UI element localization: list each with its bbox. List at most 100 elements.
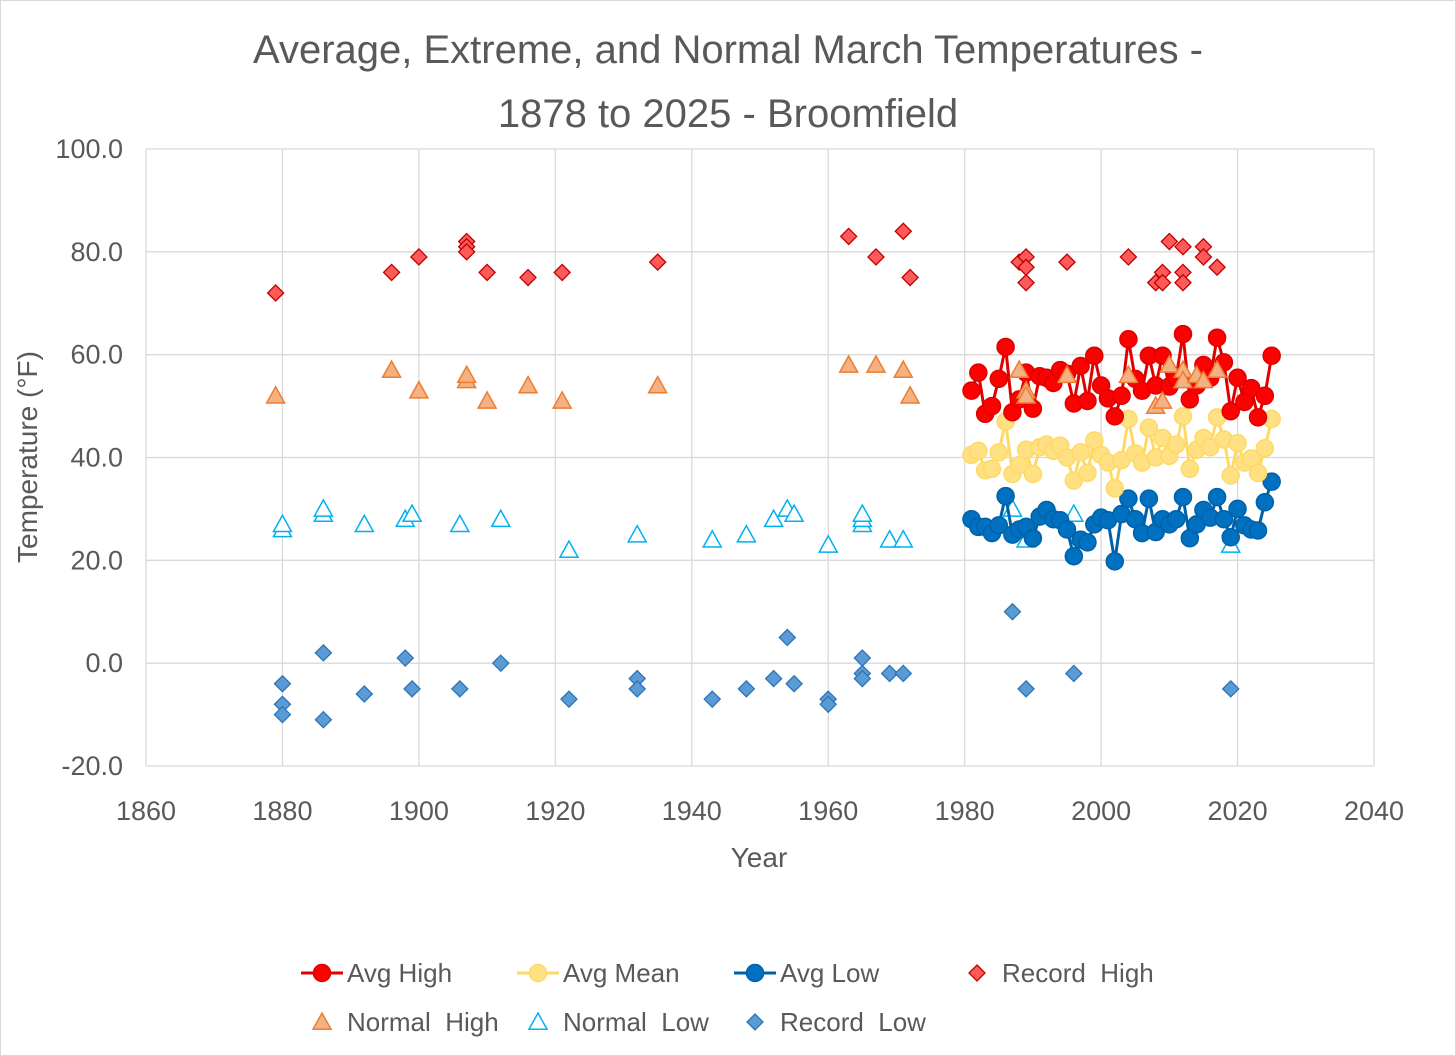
y-tick-label: 20.0 — [70, 545, 123, 575]
data-point-avg-mean — [969, 441, 988, 461]
data-point-avg-low — [1105, 552, 1125, 571]
data-point-avg-high — [1228, 368, 1247, 388]
data-point-avg-low — [989, 516, 1009, 535]
legend-marker-normal-high — [311, 1011, 333, 1030]
data-point-avg-low — [1057, 520, 1077, 539]
data-point-record-low — [273, 705, 292, 724]
data-point-record-low — [853, 669, 872, 688]
data-point-avg-low — [1255, 492, 1275, 512]
data-point-record-high — [1194, 248, 1213, 266]
x-tick-label: 1900 — [389, 796, 449, 826]
x-tick-label: 2000 — [1071, 796, 1131, 826]
data-point-avg-mean — [982, 459, 1002, 479]
legend-item-avg-mean: Avg Mean — [517, 958, 680, 988]
series-avg-low — [962, 472, 1281, 571]
data-point-avg-high — [1112, 386, 1131, 406]
data-point-record-high — [409, 248, 428, 266]
data-point-record-low — [737, 679, 756, 698]
legend-item-record-low: Record Low — [746, 1007, 926, 1037]
data-point-normal-low — [313, 498, 334, 517]
x-tick-label: 2040 — [1344, 796, 1404, 826]
data-point-avg-low — [996, 486, 1015, 506]
data-point-record-low — [314, 710, 333, 729]
data-point-record-high — [1208, 258, 1227, 277]
data-point-record-high — [648, 253, 667, 272]
data-point-record-high — [1174, 273, 1192, 292]
data-point-avg-mean — [1228, 433, 1247, 453]
data-point-avg-mean — [1105, 479, 1125, 498]
data-point-normal-high — [1008, 359, 1030, 379]
data-point-normal-high — [1172, 369, 1194, 389]
data-point-normal-high — [892, 359, 914, 379]
data-point-normal-high — [1206, 359, 1228, 379]
data-point-avg-mean — [1221, 466, 1240, 485]
data-point-normal-low — [817, 534, 839, 553]
data-point-record-low — [628, 679, 647, 698]
data-point-normal-low — [736, 524, 757, 543]
x-tick-label: 1960 — [798, 796, 858, 826]
data-point-avg-mean — [1255, 438, 1275, 458]
x-tick-label: 1860 — [116, 796, 176, 826]
legend-item-normal-high: Normal High — [311, 1007, 499, 1037]
data-point-avg-high — [1221, 401, 1240, 421]
data-point-normal-high — [551, 390, 573, 409]
data-point-record-low — [703, 690, 722, 709]
data-point-normal-low — [852, 503, 873, 523]
chart-title-line-1: Average, Extreme, and Normal March Tempe… — [253, 28, 1203, 72]
data-point-avg-low — [1023, 528, 1043, 548]
legend-label-normal-high: Normal High — [347, 1007, 499, 1037]
series-normal-low — [272, 498, 1242, 558]
data-point-record-high — [1119, 248, 1138, 266]
data-point-avg-high — [996, 337, 1015, 357]
data-point-record-low — [355, 685, 374, 703]
data-point-normal-high — [647, 374, 668, 394]
data-point-avg-low — [1173, 487, 1193, 507]
x-tick-label: 1940 — [662, 796, 722, 826]
x-tick-label: 1980 — [935, 796, 995, 826]
data-point-avg-mean — [1009, 455, 1029, 475]
legend-marker-record-low — [746, 1013, 764, 1031]
y-tick-label: 40.0 — [70, 443, 123, 473]
data-point-avg-low — [1262, 472, 1281, 491]
data-point-avg-low — [1064, 546, 1084, 566]
data-point-normal-high — [1193, 369, 1214, 389]
data-point-avg-low — [1119, 489, 1138, 508]
data-point-record-high — [901, 268, 920, 287]
data-point-avg-low — [1248, 521, 1268, 540]
legend-marker-record-high — [968, 964, 986, 982]
data-point-avg-mean — [1248, 463, 1268, 483]
data-point-record-low — [314, 643, 333, 662]
data-point-normal-high — [1056, 364, 1078, 384]
data-point-normal-high — [1015, 385, 1037, 404]
data-point-avg-high — [1248, 408, 1268, 427]
data-point-record-low — [819, 695, 838, 714]
data-point-avg-mean — [1139, 418, 1159, 437]
data-point-record-low — [1003, 602, 1022, 621]
data-point-avg-high — [982, 396, 1002, 416]
data-point-normal-low — [701, 529, 723, 548]
legend-item-avg-high: Avg High — [301, 958, 452, 988]
legend-marker-avg-low — [745, 963, 765, 983]
data-point-normal-high — [408, 380, 430, 399]
chart-title: Average, Extreme, and Normal March Tempe… — [253, 28, 1203, 136]
data-point-avg-high — [1262, 346, 1281, 365]
legend-label-avg-high: Avg High — [347, 958, 452, 988]
data-point-normal-low — [272, 513, 293, 533]
data-point-record-low — [894, 664, 913, 683]
data-point-record-high — [478, 263, 497, 282]
data-point-normal-low — [401, 503, 423, 523]
data-point-record-low — [785, 674, 804, 693]
data-point-avg-low — [1139, 489, 1159, 508]
x-tick-label: 1880 — [252, 796, 312, 826]
data-point-normal-low — [1063, 503, 1085, 523]
legend-marker-normal-low — [527, 1011, 549, 1030]
data-point-record-high — [382, 263, 401, 282]
legend-item-avg-low: Avg Low — [734, 958, 879, 988]
legend-label-record-high: Record High — [1002, 958, 1154, 988]
data-point-record-high — [457, 242, 476, 261]
data-point-avg-high — [962, 381, 981, 400]
y-axis-title: Temperature (°F) — [12, 351, 43, 563]
data-point-avg-low — [1166, 509, 1186, 529]
data-point-normal-high — [456, 364, 477, 384]
data-point-avg-low — [1207, 487, 1227, 507]
